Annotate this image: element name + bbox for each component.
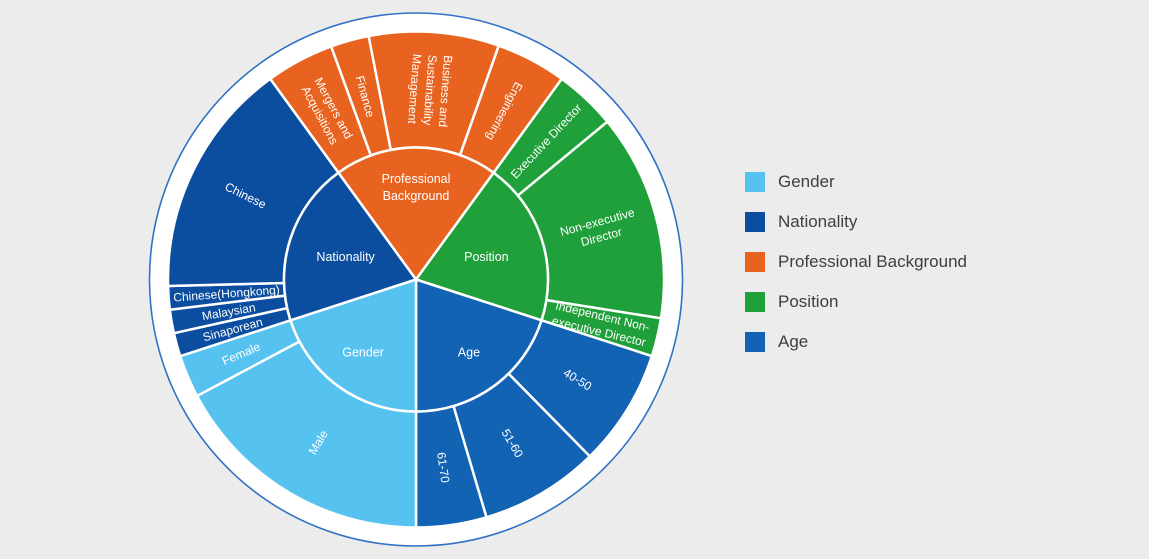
legend-swatch-age [745, 332, 765, 352]
legend-label: Professional Background [778, 252, 968, 271]
label-text-business-and-sustainability-management: Business andSustainabilityManagement [405, 52, 455, 127]
label-text-61-70: 61-70 [434, 451, 452, 484]
legend-label: Nationality [778, 212, 858, 231]
label-line: Background [383, 189, 450, 203]
legend-label: Gender [778, 172, 835, 191]
label-nationality: Nationality [316, 250, 375, 264]
label-line: Professional [382, 172, 451, 186]
legend-swatch-professional-background [745, 252, 765, 272]
label-line: Age [458, 346, 480, 360]
wedge-position[interactable] [414, 171, 550, 322]
label-line: Sustainability [420, 54, 439, 126]
legend-item-professional-background[interactable]: Professional Background [745, 252, 967, 272]
legend-label: Age [778, 332, 809, 351]
label-line: Position [464, 250, 509, 264]
legend-item-nationality[interactable]: Nationality [745, 212, 967, 232]
legend-swatch-nationality [745, 212, 765, 232]
wedge-nationality[interactable] [282, 171, 418, 322]
wedge-gender[interactable] [289, 278, 418, 413]
legend-item-gender[interactable]: Gender [745, 172, 967, 192]
label-text-age: Age [458, 346, 480, 360]
label-position: Position [464, 250, 509, 264]
label-line: Nationality [316, 250, 375, 264]
label-line: Gender [342, 346, 384, 360]
label-text-professional-background: Professional Background [382, 172, 451, 203]
label-age: Age [458, 346, 480, 360]
label-business-and-sustainability-management: Business andSustainabilityManagement [405, 52, 455, 127]
label-professional-background: Professional Background [382, 172, 451, 203]
legend-item-age[interactable]: Age [745, 332, 967, 352]
label-61-70: 61-70 [434, 451, 452, 484]
legend: Gender Nationality Professional Background… [745, 172, 967, 372]
label-text-nationality: Nationality [316, 250, 375, 264]
legend-item-position[interactable]: Position [745, 292, 967, 312]
legend-label: Position [778, 292, 839, 311]
label-line: Management [405, 53, 424, 125]
label-line: 61-70 [434, 451, 452, 484]
label-line: Business and [436, 55, 455, 128]
label-text-position: Position [464, 250, 509, 264]
label-text-gender: Gender [342, 346, 384, 360]
legend-swatch-position [745, 292, 765, 312]
label-gender: Gender [342, 346, 384, 360]
wedge-professional-background[interactable] [337, 146, 495, 281]
legend-swatch-gender [745, 172, 765, 192]
wedge-age[interactable] [414, 278, 543, 413]
